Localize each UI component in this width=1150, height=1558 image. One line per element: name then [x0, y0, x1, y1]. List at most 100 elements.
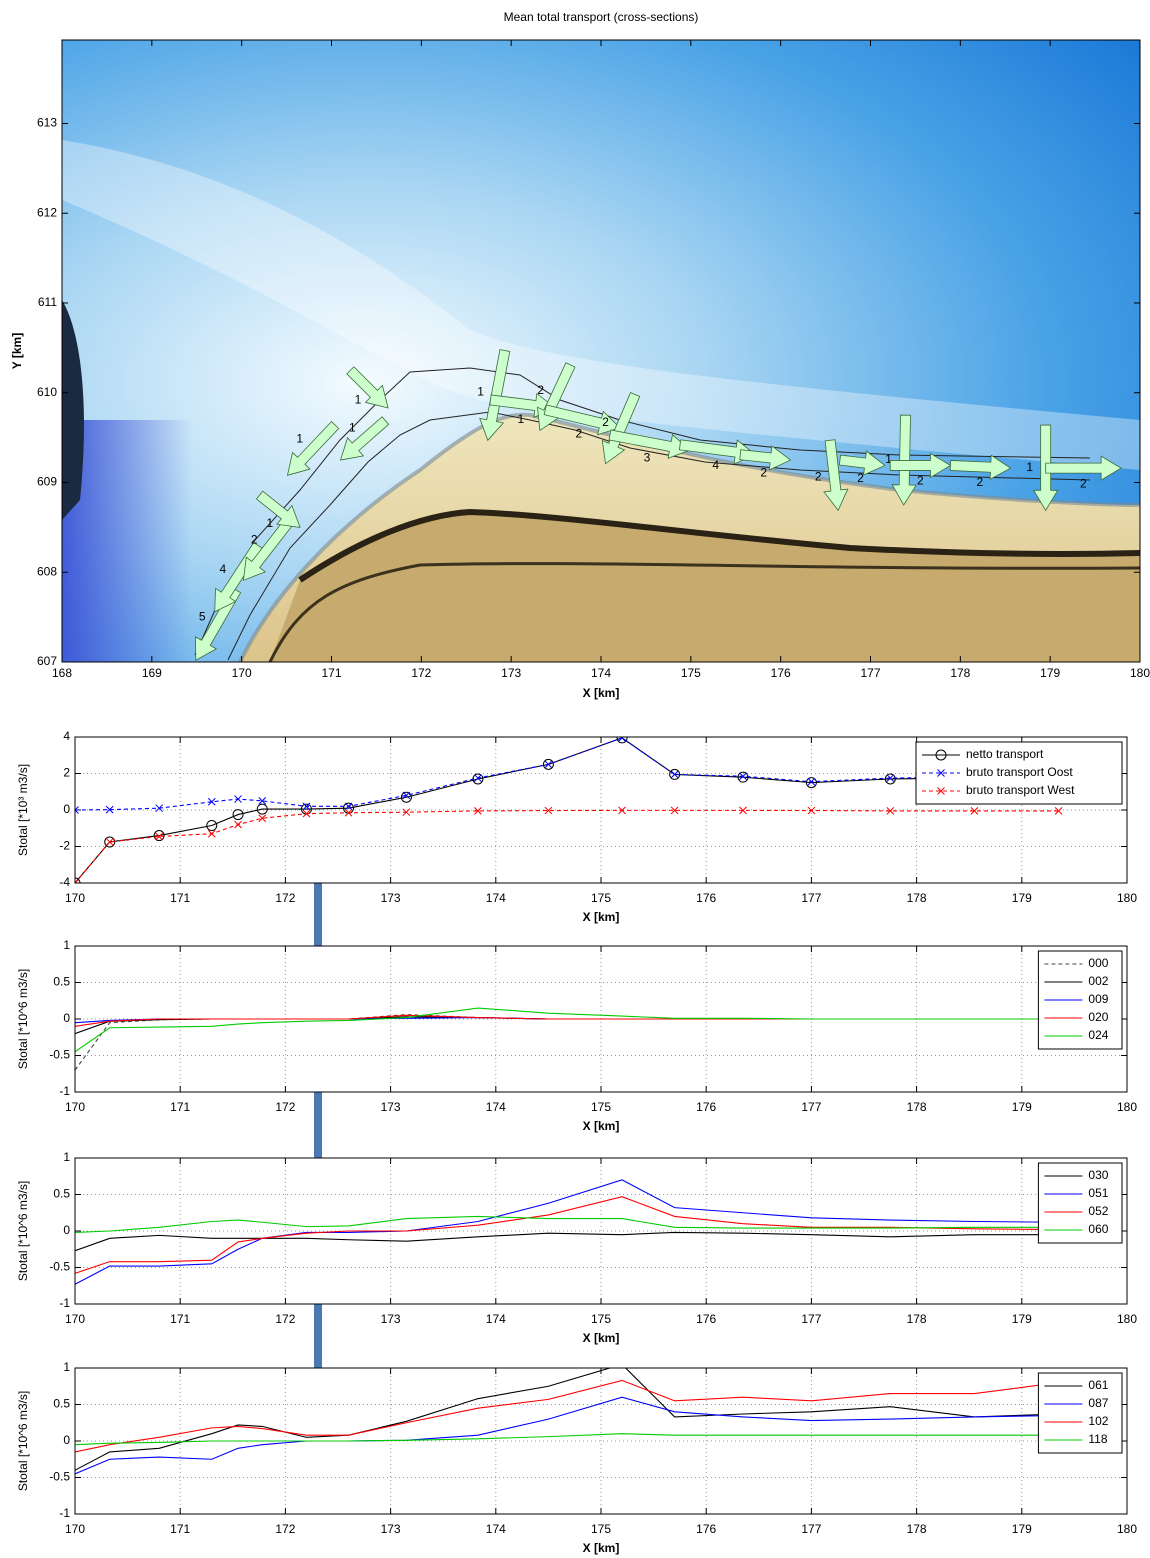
x-tick-label: 179 [1012, 1312, 1032, 1326]
x-tick-label: 172 [275, 1522, 295, 1536]
x-tick-label: 174 [486, 1522, 506, 1536]
transport-arrow [543, 404, 621, 436]
x-axis-label: X [km] [583, 1119, 620, 1133]
arrow-label: 1 [267, 516, 274, 530]
x-tick-label: 174 [486, 891, 506, 905]
transport-arrow [891, 414, 917, 506]
y-tick-label: 611 [38, 295, 57, 309]
x-tick-label: 168 [52, 666, 72, 680]
data-marker [75, 879, 79, 883]
x-tick-label: 173 [501, 666, 521, 680]
data-line [75, 1179, 1059, 1285]
arrow-label: 1 [296, 431, 303, 445]
data-line [75, 737, 1059, 883]
x-tick-label: 170 [65, 1312, 85, 1326]
legend-box [1037, 1372, 1123, 1454]
data-marker [302, 802, 311, 811]
legend-label: 000 [1088, 956, 1108, 970]
x-tick-label: 172 [275, 1312, 295, 1326]
legend-label: bruto transport West [966, 783, 1075, 797]
chart-title: Mean total transport (cross-sections) [504, 10, 699, 24]
x-tick-label: 178 [907, 1522, 927, 1536]
x-tick-label: 172 [275, 1100, 295, 1114]
data-marker [402, 791, 411, 800]
y-tick-label: 610 [37, 385, 57, 399]
data-marker [474, 807, 482, 815]
x-tick-label: 171 [170, 1312, 190, 1326]
x-tick-label: 173 [381, 1312, 401, 1326]
y-tick-label: 2 [63, 766, 70, 780]
y-tick-label: 1 [63, 1150, 70, 1164]
data-marker [258, 814, 267, 823]
arrow-label: 1 [349, 420, 356, 434]
x-tick-label: 174 [486, 1100, 506, 1114]
x-tick-label: 180 [1117, 1522, 1137, 1536]
data-marker [344, 802, 353, 811]
x-tick-label: 177 [801, 1312, 821, 1326]
transport-arrow [889, 452, 952, 479]
data-marker [807, 777, 816, 786]
y-tick-label: 1 [63, 938, 70, 952]
data-marker [970, 807, 979, 815]
legend-box [1037, 1162, 1123, 1244]
data-marker [234, 820, 242, 829]
arrow-label: 2 [251, 533, 258, 547]
data-line [75, 1368, 1059, 1471]
x-tick-label: 179 [1012, 891, 1032, 905]
arrow-label: 2 [602, 415, 609, 429]
transport-arrow [286, 421, 340, 476]
arrow-label: 2 [537, 383, 544, 397]
x-tick-label: 170 [65, 1100, 85, 1114]
y-tick-label: 612 [37, 205, 57, 219]
data-marker [258, 797, 267, 805]
data-line [75, 809, 1059, 883]
x-tick-label: 176 [696, 1312, 716, 1326]
data-marker [670, 806, 679, 815]
data-marker [884, 773, 896, 785]
x-tick-label: 176 [696, 891, 716, 905]
data-line [75, 1231, 1059, 1252]
data-marker [232, 809, 244, 821]
transport-arrow [346, 366, 389, 409]
data-marker [155, 804, 164, 813]
x-axis-label: X [km] [583, 1331, 620, 1345]
x-tick-label: 180 [1130, 666, 1150, 680]
data-marker [886, 774, 895, 782]
data-marker [805, 777, 817, 789]
data-marker [105, 838, 114, 846]
x-tick-label: 179 [1040, 666, 1060, 680]
legend-marker [937, 769, 945, 777]
data-marker [400, 791, 412, 803]
y-tick-label: 607 [37, 654, 57, 668]
arrow-label: 5 [199, 609, 206, 623]
arrow-label: 4 [220, 562, 227, 576]
data-marker [256, 803, 268, 815]
x-tick-label: 170 [65, 1522, 85, 1536]
x-tick-label: 172 [275, 891, 295, 905]
x-tick-label: 173 [381, 891, 401, 905]
y-tick-label: -0.5 [49, 1470, 70, 1484]
y-tick-label: 0 [63, 1011, 70, 1025]
data-marker [618, 737, 626, 742]
axes-frame [74, 1157, 1128, 1305]
x-tick-label: 176 [771, 666, 791, 680]
y-axis-label: Stotal [*10^6 m3/s] [16, 1391, 30, 1491]
y-tick-label: 0 [63, 1223, 70, 1237]
arrow-label: 1 [477, 385, 484, 399]
data-line [75, 1215, 1059, 1234]
data-line [75, 1396, 1059, 1475]
data-marker [207, 829, 216, 838]
y-tick-label: 613 [37, 116, 57, 130]
data-marker [739, 806, 747, 815]
x-tick-label: 178 [907, 891, 927, 905]
x-axis-label: X [km] [583, 910, 620, 924]
arrow-label: 2 [857, 471, 864, 485]
y-axis-label: Stotal [*10^6 m3/s] [16, 969, 30, 1069]
y-tick-label: 0.5 [53, 975, 70, 989]
x-tick-label: 180 [1117, 1312, 1137, 1326]
transport-arrow [949, 454, 1012, 480]
y-tick-label: -0.5 [49, 1260, 70, 1274]
x-tick-label: 179 [1012, 1522, 1032, 1536]
data-marker [474, 774, 482, 782]
x-tick-label: 172 [411, 666, 431, 680]
